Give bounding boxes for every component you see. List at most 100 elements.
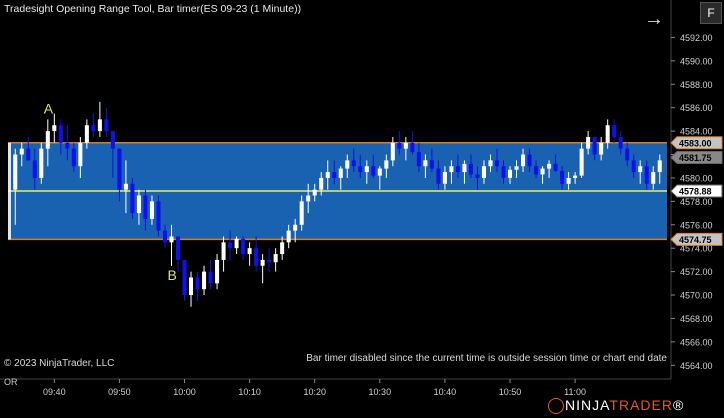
candle-body xyxy=(97,119,102,132)
indicator-label: OR xyxy=(4,377,18,387)
candle-body xyxy=(175,236,181,260)
candle-body xyxy=(19,148,24,155)
candle-body xyxy=(416,152,421,167)
x-tick-label: 10:40 xyxy=(434,387,457,397)
candle-body xyxy=(189,277,194,296)
price-flag xyxy=(670,150,723,164)
candle-body xyxy=(149,201,154,219)
candle-body xyxy=(599,142,604,155)
candle-body xyxy=(13,154,18,190)
x-tick-label: 11:00 xyxy=(564,387,586,397)
candle-body xyxy=(286,230,291,243)
candle-body xyxy=(254,248,259,266)
annotation-label: B xyxy=(167,267,176,283)
candle-body xyxy=(293,224,298,231)
candle-body xyxy=(26,148,31,161)
candle-body xyxy=(566,177,571,184)
annotation-label: A xyxy=(44,101,54,117)
brand-wordmark: NINJATRADER® xyxy=(565,397,684,413)
candle-body xyxy=(455,166,460,173)
candle-body xyxy=(410,142,415,153)
candle-body xyxy=(247,248,252,255)
candle-body xyxy=(377,168,382,176)
candle-body xyxy=(371,166,376,176)
copyright-notice: © 2023 NinjaTrader, LLC xyxy=(4,358,115,369)
candle-body xyxy=(221,242,226,260)
candle-body xyxy=(573,175,578,178)
candle-body xyxy=(468,163,473,175)
y-tick-label: 4568.00 xyxy=(680,314,713,324)
candle-body xyxy=(104,119,109,132)
bar-timer-status: Bar timer disabled since the current tim… xyxy=(306,353,667,364)
candle-body xyxy=(117,148,122,190)
candle-body xyxy=(462,163,467,173)
candle-body xyxy=(136,195,141,214)
candle-body xyxy=(162,230,168,243)
candle-body xyxy=(586,136,591,149)
candle-body xyxy=(345,160,350,169)
y-tick-label: 4570.00 xyxy=(680,291,713,301)
candle-body xyxy=(553,163,558,171)
y-tick-label: 4590.00 xyxy=(680,56,713,66)
candle-body xyxy=(501,166,506,178)
candle-body xyxy=(644,166,649,184)
candle-body xyxy=(78,142,83,167)
candle-body xyxy=(130,183,135,214)
y-tick-label: 4588.00 xyxy=(680,80,713,90)
candle-body xyxy=(618,136,623,149)
candle-body xyxy=(39,148,44,178)
candle-body xyxy=(442,172,447,184)
candle-body xyxy=(306,195,311,202)
x-tick-label: 10:30 xyxy=(369,387,392,397)
price-flag-label: 4581.75 xyxy=(679,153,712,163)
arrow-right-icon[interactable]: → xyxy=(644,8,664,30)
y-tick-label: 4566.00 xyxy=(680,337,713,347)
ninjatrader-logo-icon xyxy=(548,398,564,414)
candle-body xyxy=(592,136,597,155)
candle-body xyxy=(234,238,239,249)
brand-mark: ® xyxy=(672,397,685,413)
candle-body xyxy=(507,169,513,178)
candle-body xyxy=(241,238,246,255)
y-tick-label: 4580.00 xyxy=(680,173,713,183)
candle-body xyxy=(84,125,89,143)
candle-body xyxy=(215,259,220,284)
candle-body xyxy=(449,166,454,173)
candle-body xyxy=(299,201,304,225)
y-tick-label: 4574.00 xyxy=(680,244,713,254)
candle-body xyxy=(540,168,545,175)
candle-body xyxy=(631,160,636,173)
brand-suffix: TRADER xyxy=(609,397,673,413)
y-tick-label: 4578.00 xyxy=(680,197,713,207)
candle-body xyxy=(527,154,532,167)
candle-body xyxy=(514,166,519,170)
y-tick-label: 4572.00 xyxy=(680,267,713,277)
candle-body xyxy=(364,166,369,173)
candle-body xyxy=(547,163,552,169)
y-tick-label: 4564.00 xyxy=(680,361,713,371)
candle-body xyxy=(351,160,356,167)
candle-body xyxy=(156,201,161,231)
candle-body xyxy=(358,166,363,173)
x-tick-label: 10:20 xyxy=(303,387,326,397)
y-tick-label: 4586.00 xyxy=(680,103,713,113)
candle-body xyxy=(397,142,402,149)
candle-body xyxy=(494,160,500,167)
price-flag xyxy=(670,232,723,246)
candle-body xyxy=(208,271,213,284)
candle-body xyxy=(169,236,174,243)
pane-toggle-button[interactable]: F xyxy=(700,2,722,24)
chart-title: Tradesight Opening Range Tool, Bar timer… xyxy=(4,3,302,15)
candle-body xyxy=(32,160,37,178)
candle-body xyxy=(332,172,337,178)
candle-body xyxy=(534,166,539,175)
candle-body xyxy=(403,142,408,149)
candle-body xyxy=(384,160,389,169)
candle-body xyxy=(58,125,63,143)
x-tick-label: 10:00 xyxy=(173,387,196,397)
x-tick-label: 10:50 xyxy=(499,387,522,397)
candle-body xyxy=(273,254,278,263)
chart-panel[interactable]: A B 4592.00 4590.00 4588.00 4586.00 4584.00 458… xyxy=(0,0,724,397)
candle-body xyxy=(481,166,486,178)
